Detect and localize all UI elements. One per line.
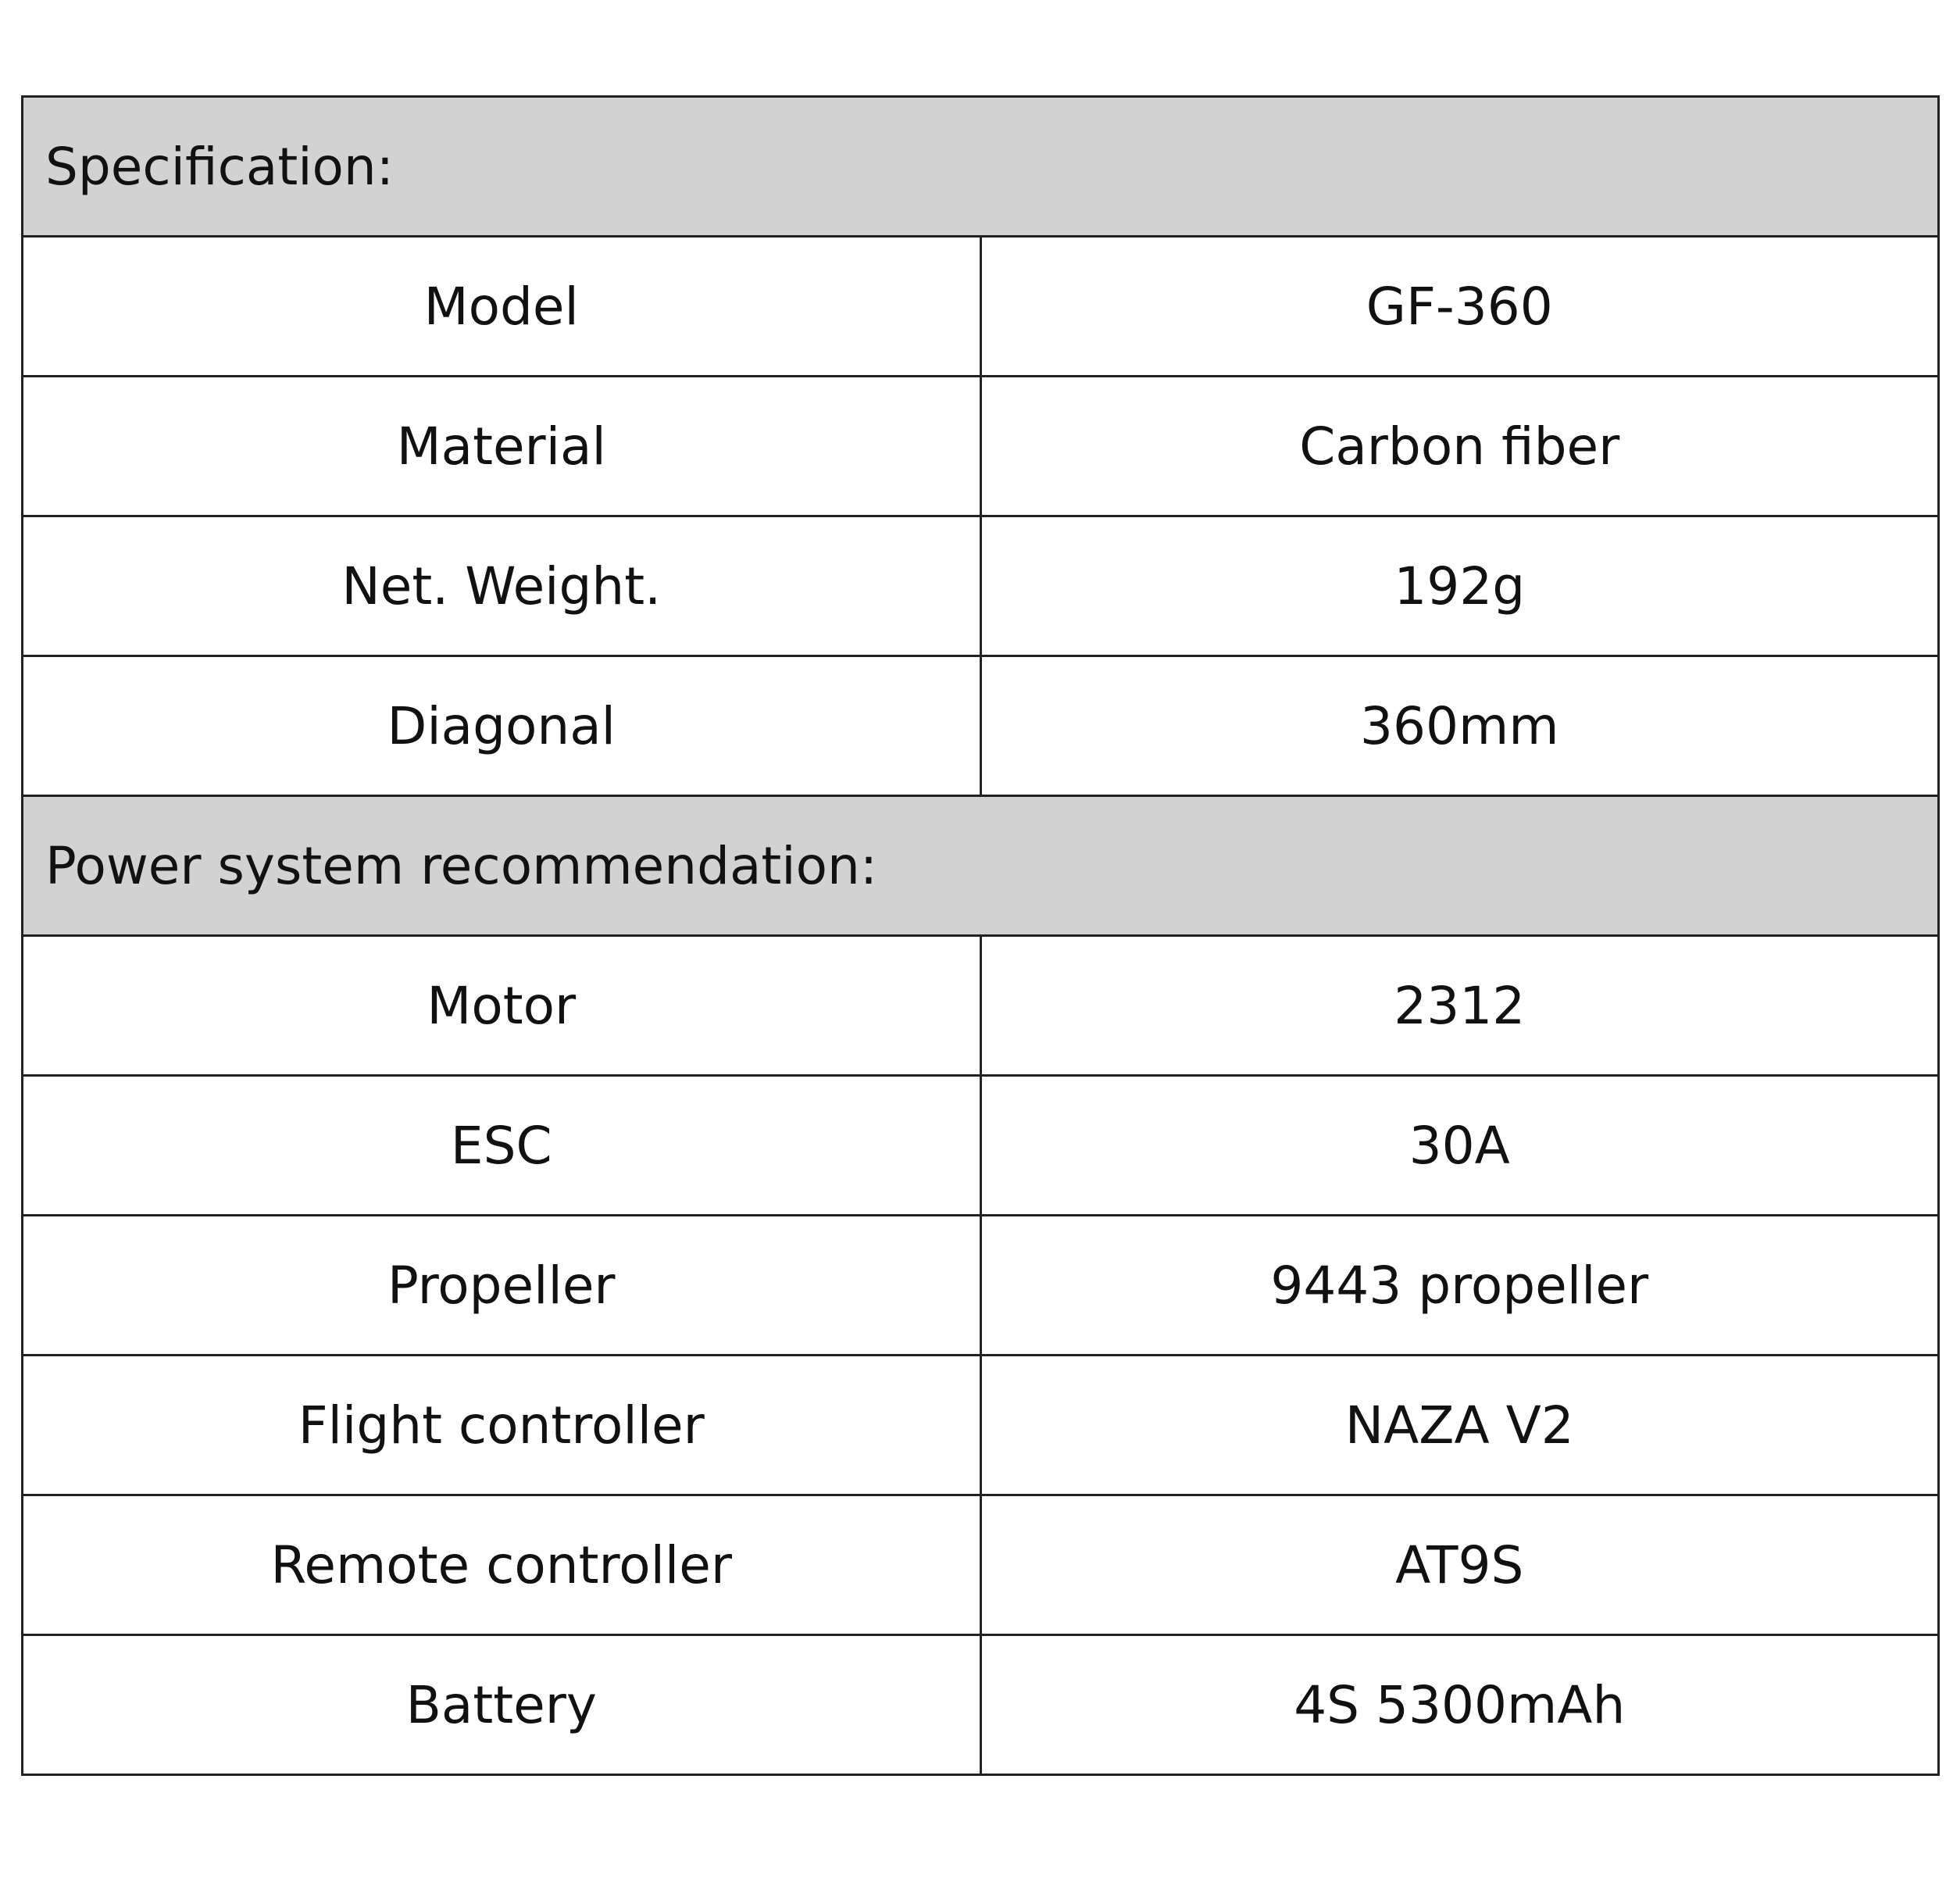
- spec-label: Material: [21, 375, 982, 517]
- spec-label: Flight controller: [21, 1354, 982, 1496]
- spec-value: 9443 propeller: [979, 1214, 1940, 1356]
- table-row: Propeller 9443 propeller: [21, 1214, 1940, 1356]
- spec-value: 4S 5300mAh: [979, 1634, 1940, 1776]
- section-title: Specification:: [21, 95, 1940, 238]
- section-header: Power system recommendation:: [21, 795, 1940, 937]
- table-row: Model GF-360: [21, 235, 1940, 377]
- table-row: Battery 4S 5300mAh: [21, 1634, 1940, 1776]
- spec-label: Propeller: [21, 1214, 982, 1356]
- spec-value: Carbon fiber: [979, 375, 1940, 517]
- table-row: Flight controller NAZA V2: [21, 1354, 1940, 1496]
- table-row: Diagonal 360mm: [21, 655, 1940, 797]
- spec-value: AT9S: [979, 1494, 1940, 1636]
- spec-value: 360mm: [979, 655, 1940, 797]
- table-row: Remote controller AT9S: [21, 1494, 1940, 1636]
- spec-value: NAZA V2: [979, 1354, 1940, 1496]
- section-header: Specification:: [21, 95, 1940, 238]
- spec-table: Specification: Model GF-360 Material Carbon …: [21, 95, 1940, 1776]
- spec-label: ESC: [21, 1074, 982, 1216]
- table-row: Material Carbon fiber: [21, 375, 1940, 517]
- spec-value: 30A: [979, 1074, 1940, 1216]
- spec-label: Remote controller: [21, 1494, 982, 1636]
- spec-label: Motor: [21, 934, 982, 1077]
- spec-value: 192g: [979, 515, 1940, 657]
- table-row: Net. Weight. 192g: [21, 515, 1940, 657]
- spec-label: Battery: [21, 1634, 982, 1776]
- table-row: Motor 2312: [21, 934, 1940, 1077]
- spec-value: GF-360: [979, 235, 1940, 377]
- spec-label: Diagonal: [21, 655, 982, 797]
- spec-label: Model: [21, 235, 982, 377]
- table-row: ESC 30A: [21, 1074, 1940, 1216]
- spec-value: 2312: [979, 934, 1940, 1077]
- section-title: Power system recommendation:: [21, 795, 1940, 937]
- spec-label: Net. Weight.: [21, 515, 982, 657]
